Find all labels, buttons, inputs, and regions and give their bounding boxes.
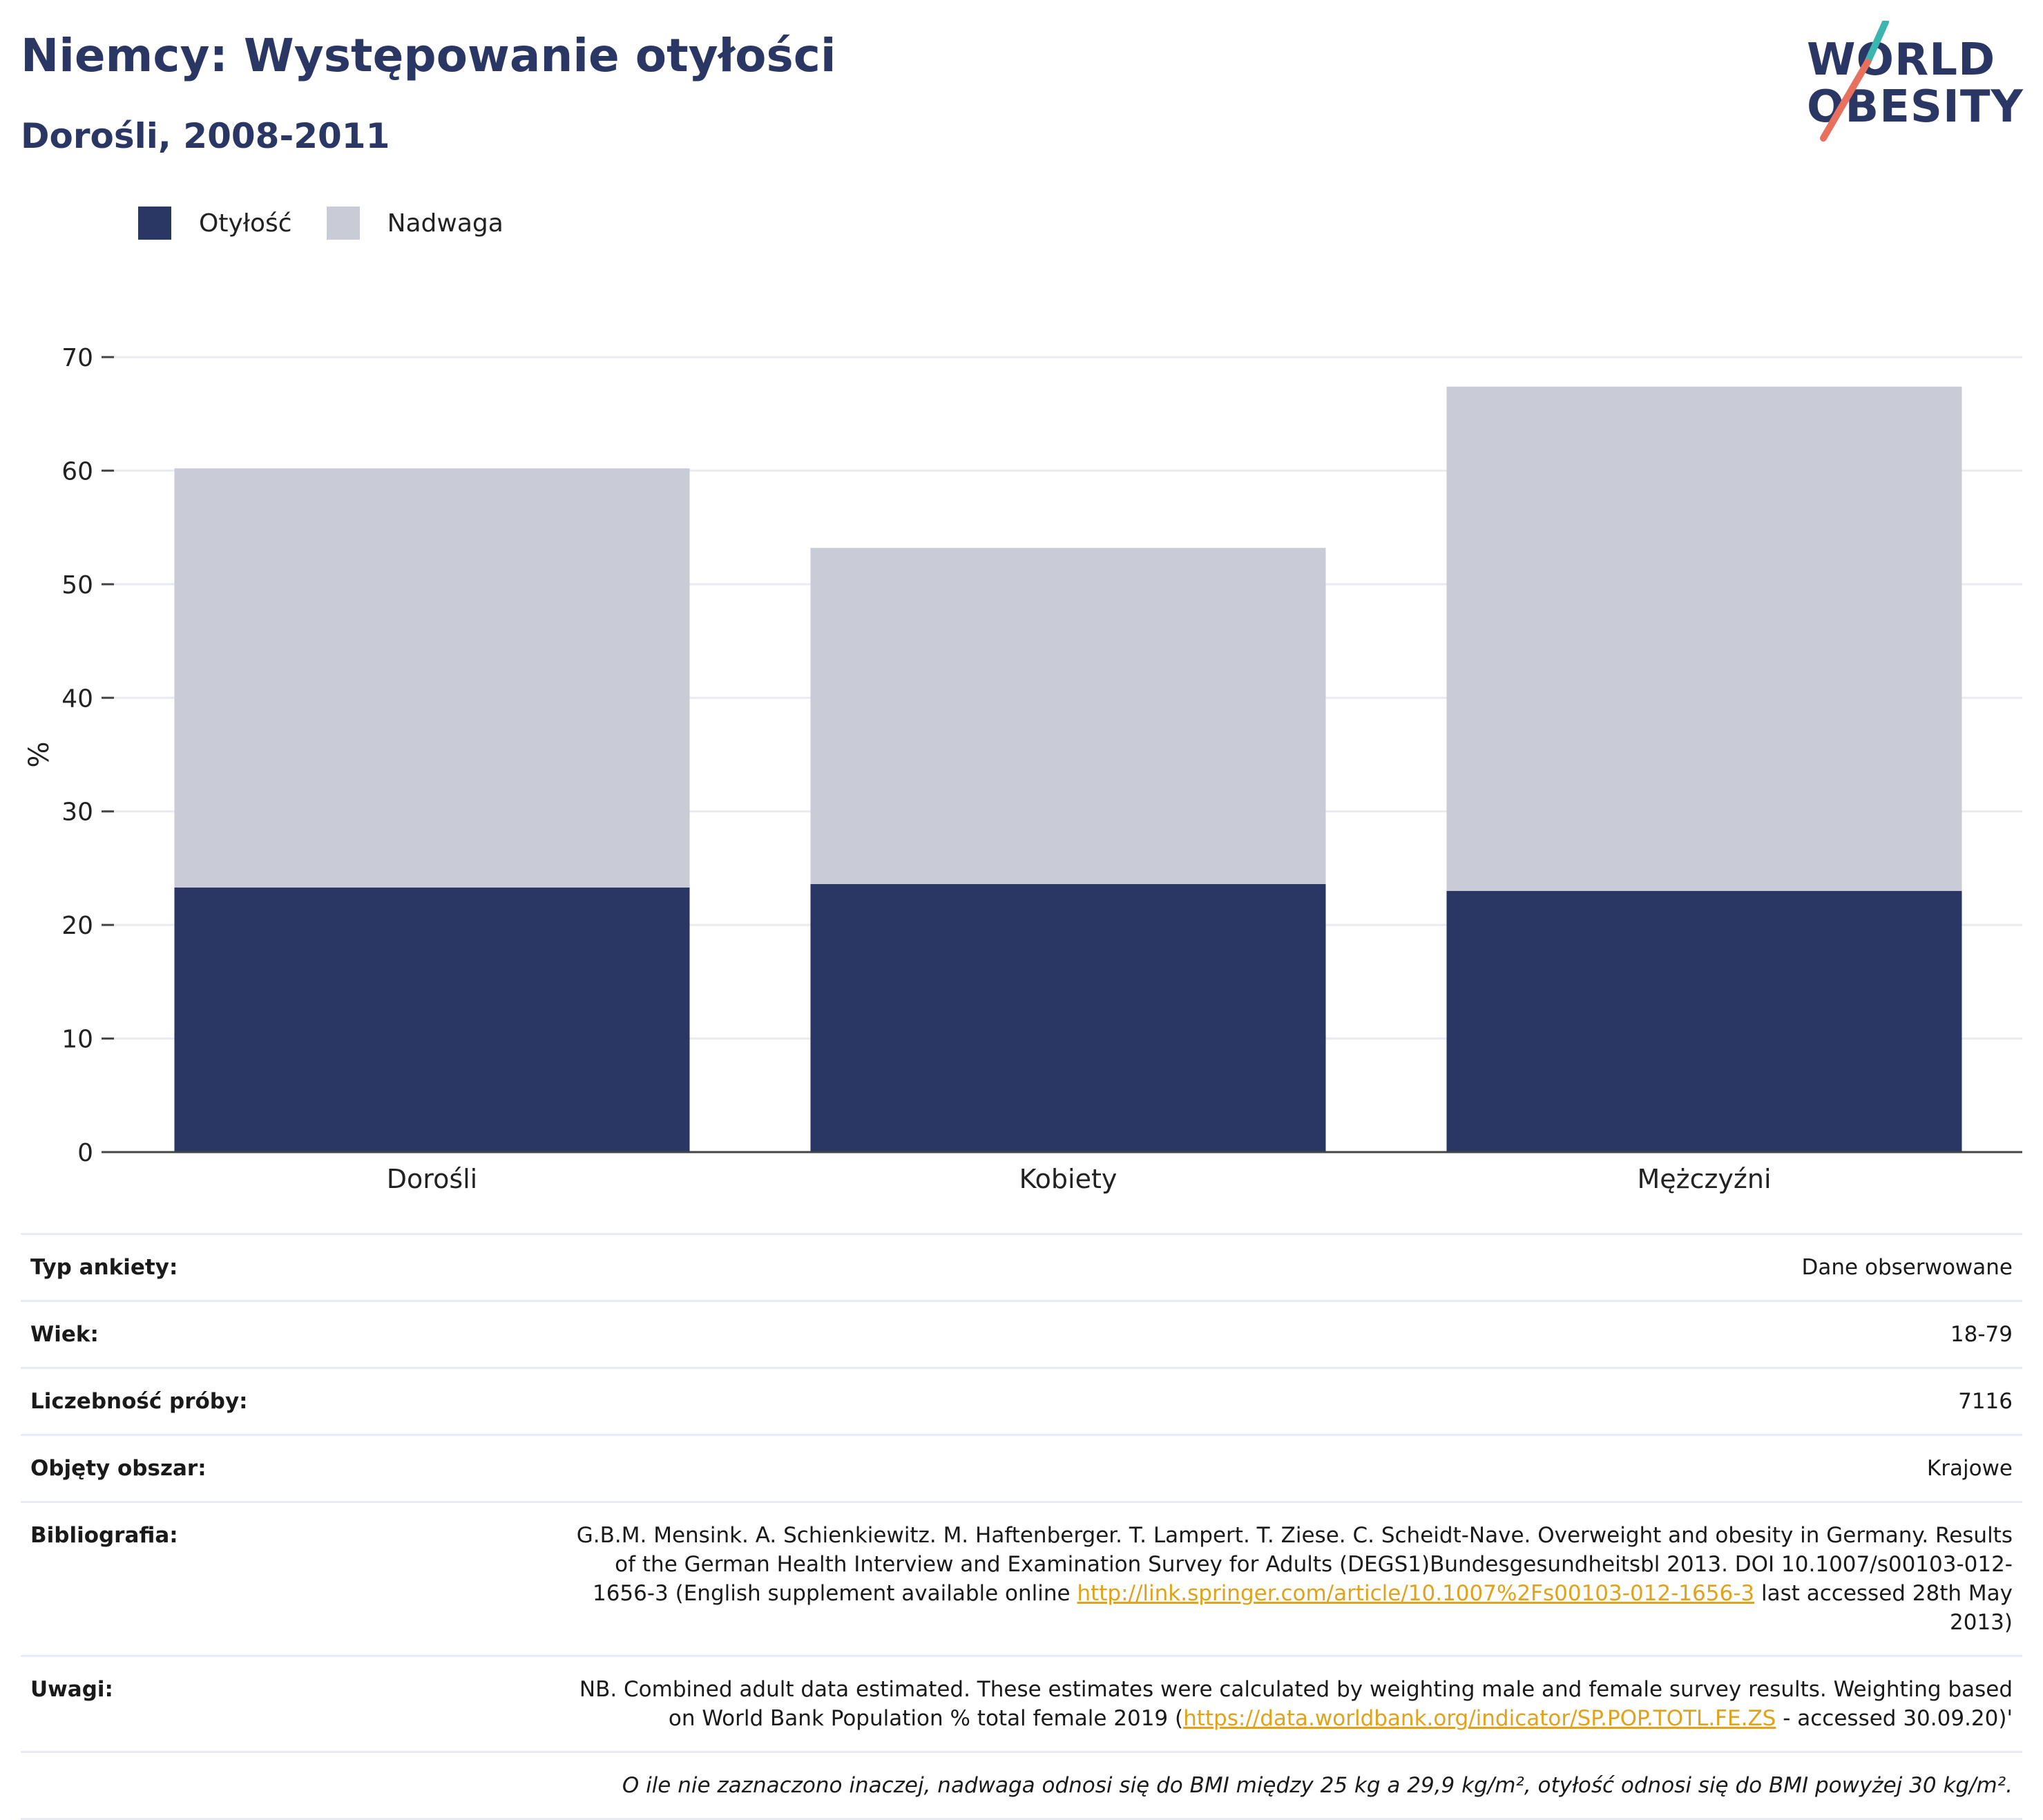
- bar-overweight: [1446, 386, 1962, 891]
- bar-chart: 0 10 20 30 40 50 60 70% Dorośli Kobiety Mężczyźni: [23, 344, 2022, 1194]
- notes-text-end: - accessed 30.09.20)': [1776, 1706, 2013, 1731]
- x-tick-label: Kobiety: [1019, 1164, 1118, 1194]
- page-subtitle: Dorośli, 2008-2011: [21, 116, 390, 156]
- bar-overweight: [174, 468, 690, 888]
- footnote: O ile nie zaznaczono inaczej, nadwaga od…: [622, 1773, 2013, 1798]
- page-title: Niemcy: Występowanie otyłości: [21, 29, 836, 82]
- x-tick-label: Dorośli: [387, 1164, 477, 1194]
- logo-slash-icon: [1820, 21, 1889, 142]
- info-value: 18-79: [1950, 1322, 2013, 1347]
- info-row-footnote: O ile nie zaznaczono inaczej, nadwaga od…: [21, 1751, 2022, 1820]
- info-value: 7116: [1958, 1389, 2013, 1414]
- info-key: Typ ankiety:: [30, 1255, 178, 1280]
- info-row-area: Objęty obszar: Krajowe: [21, 1434, 2022, 1501]
- info-value: Dane obserwowane: [1801, 1255, 2013, 1280]
- y-tick-label: 40: [61, 684, 93, 713]
- y-tick-label: 30: [61, 798, 93, 827]
- info-key: Wiek:: [30, 1322, 99, 1347]
- y-axis-label: %: [23, 741, 55, 767]
- legend-label-obesity: Otyłość: [199, 209, 292, 238]
- y-tick-label: 0: [77, 1139, 93, 1167]
- legend-item-obesity[interactable]: Otyłość: [138, 207, 292, 240]
- y-tick-label: 50: [61, 571, 93, 600]
- y-tick-label: 60: [61, 457, 93, 486]
- logo-line1: WORLD: [1807, 35, 1996, 86]
- bibliography-link[interactable]: http://link.springer.com/article/10.1007…: [1077, 1581, 1755, 1606]
- bibliography-text-end: last accessed 28th May 2013): [1754, 1581, 2013, 1635]
- info-row-bibliography: Bibliografia: G.B.M. Mensink. A. Schienk…: [21, 1501, 2022, 1655]
- info-row-notes: Uwagi: NB. Combined adult data estimated…: [21, 1655, 2022, 1751]
- legend-label-overweight: Nadwaga: [387, 209, 503, 238]
- y-tick-label: 70: [61, 344, 93, 372]
- legend-swatch-obesity: [138, 207, 171, 240]
- info-row-age: Wiek: 18-79: [21, 1300, 2022, 1367]
- info-value: G.B.M. Mensink. A. Schienkiewitz. M. Haf…: [562, 1521, 2013, 1637]
- world-obesity-logo: WORLD OBESITY: [1796, 21, 2024, 145]
- info-row-sample-size: Liczebność próby: 7116: [21, 1367, 2022, 1434]
- legend-item-overweight[interactable]: Nadwaga: [326, 207, 503, 240]
- chart-legend: Otyłość Nadwaga: [138, 206, 538, 240]
- bibliography-text: G.B.M. Mensink. A. Schienkiewitz. M. Haf…: [576, 1523, 2013, 1606]
- info-value: NB. Combined adult data estimated. These…: [562, 1675, 2013, 1733]
- info-key: Liczebność próby:: [30, 1389, 248, 1414]
- bar-obesity: [174, 887, 690, 1152]
- y-tick-label: 20: [61, 912, 93, 940]
- y-tick-label: 10: [61, 1026, 93, 1054]
- legend-swatch-overweight: [326, 207, 360, 240]
- notes-text: NB. Combined adult data estimated. These…: [579, 1677, 2013, 1731]
- info-key: Uwagi:: [30, 1677, 113, 1702]
- info-key: Objęty obszar:: [30, 1456, 207, 1481]
- notes-link[interactable]: https://data.worldbank.org/indicator/SP.…: [1183, 1706, 1776, 1731]
- info-row-survey-type: Typ ankiety: Dane obserwowane: [21, 1233, 2022, 1300]
- bar-obesity: [1446, 890, 1962, 1152]
- info-key: Bibliografia:: [30, 1523, 178, 1548]
- bar-obesity: [810, 883, 1326, 1152]
- info-table: Typ ankiety: Dane obserwowane Wiek: 18-7…: [21, 1233, 2022, 1820]
- bar-overweight: [810, 548, 1326, 884]
- info-value: Krajowe: [1926, 1456, 2013, 1481]
- x-tick-label: Mężczyźni: [1637, 1164, 1771, 1194]
